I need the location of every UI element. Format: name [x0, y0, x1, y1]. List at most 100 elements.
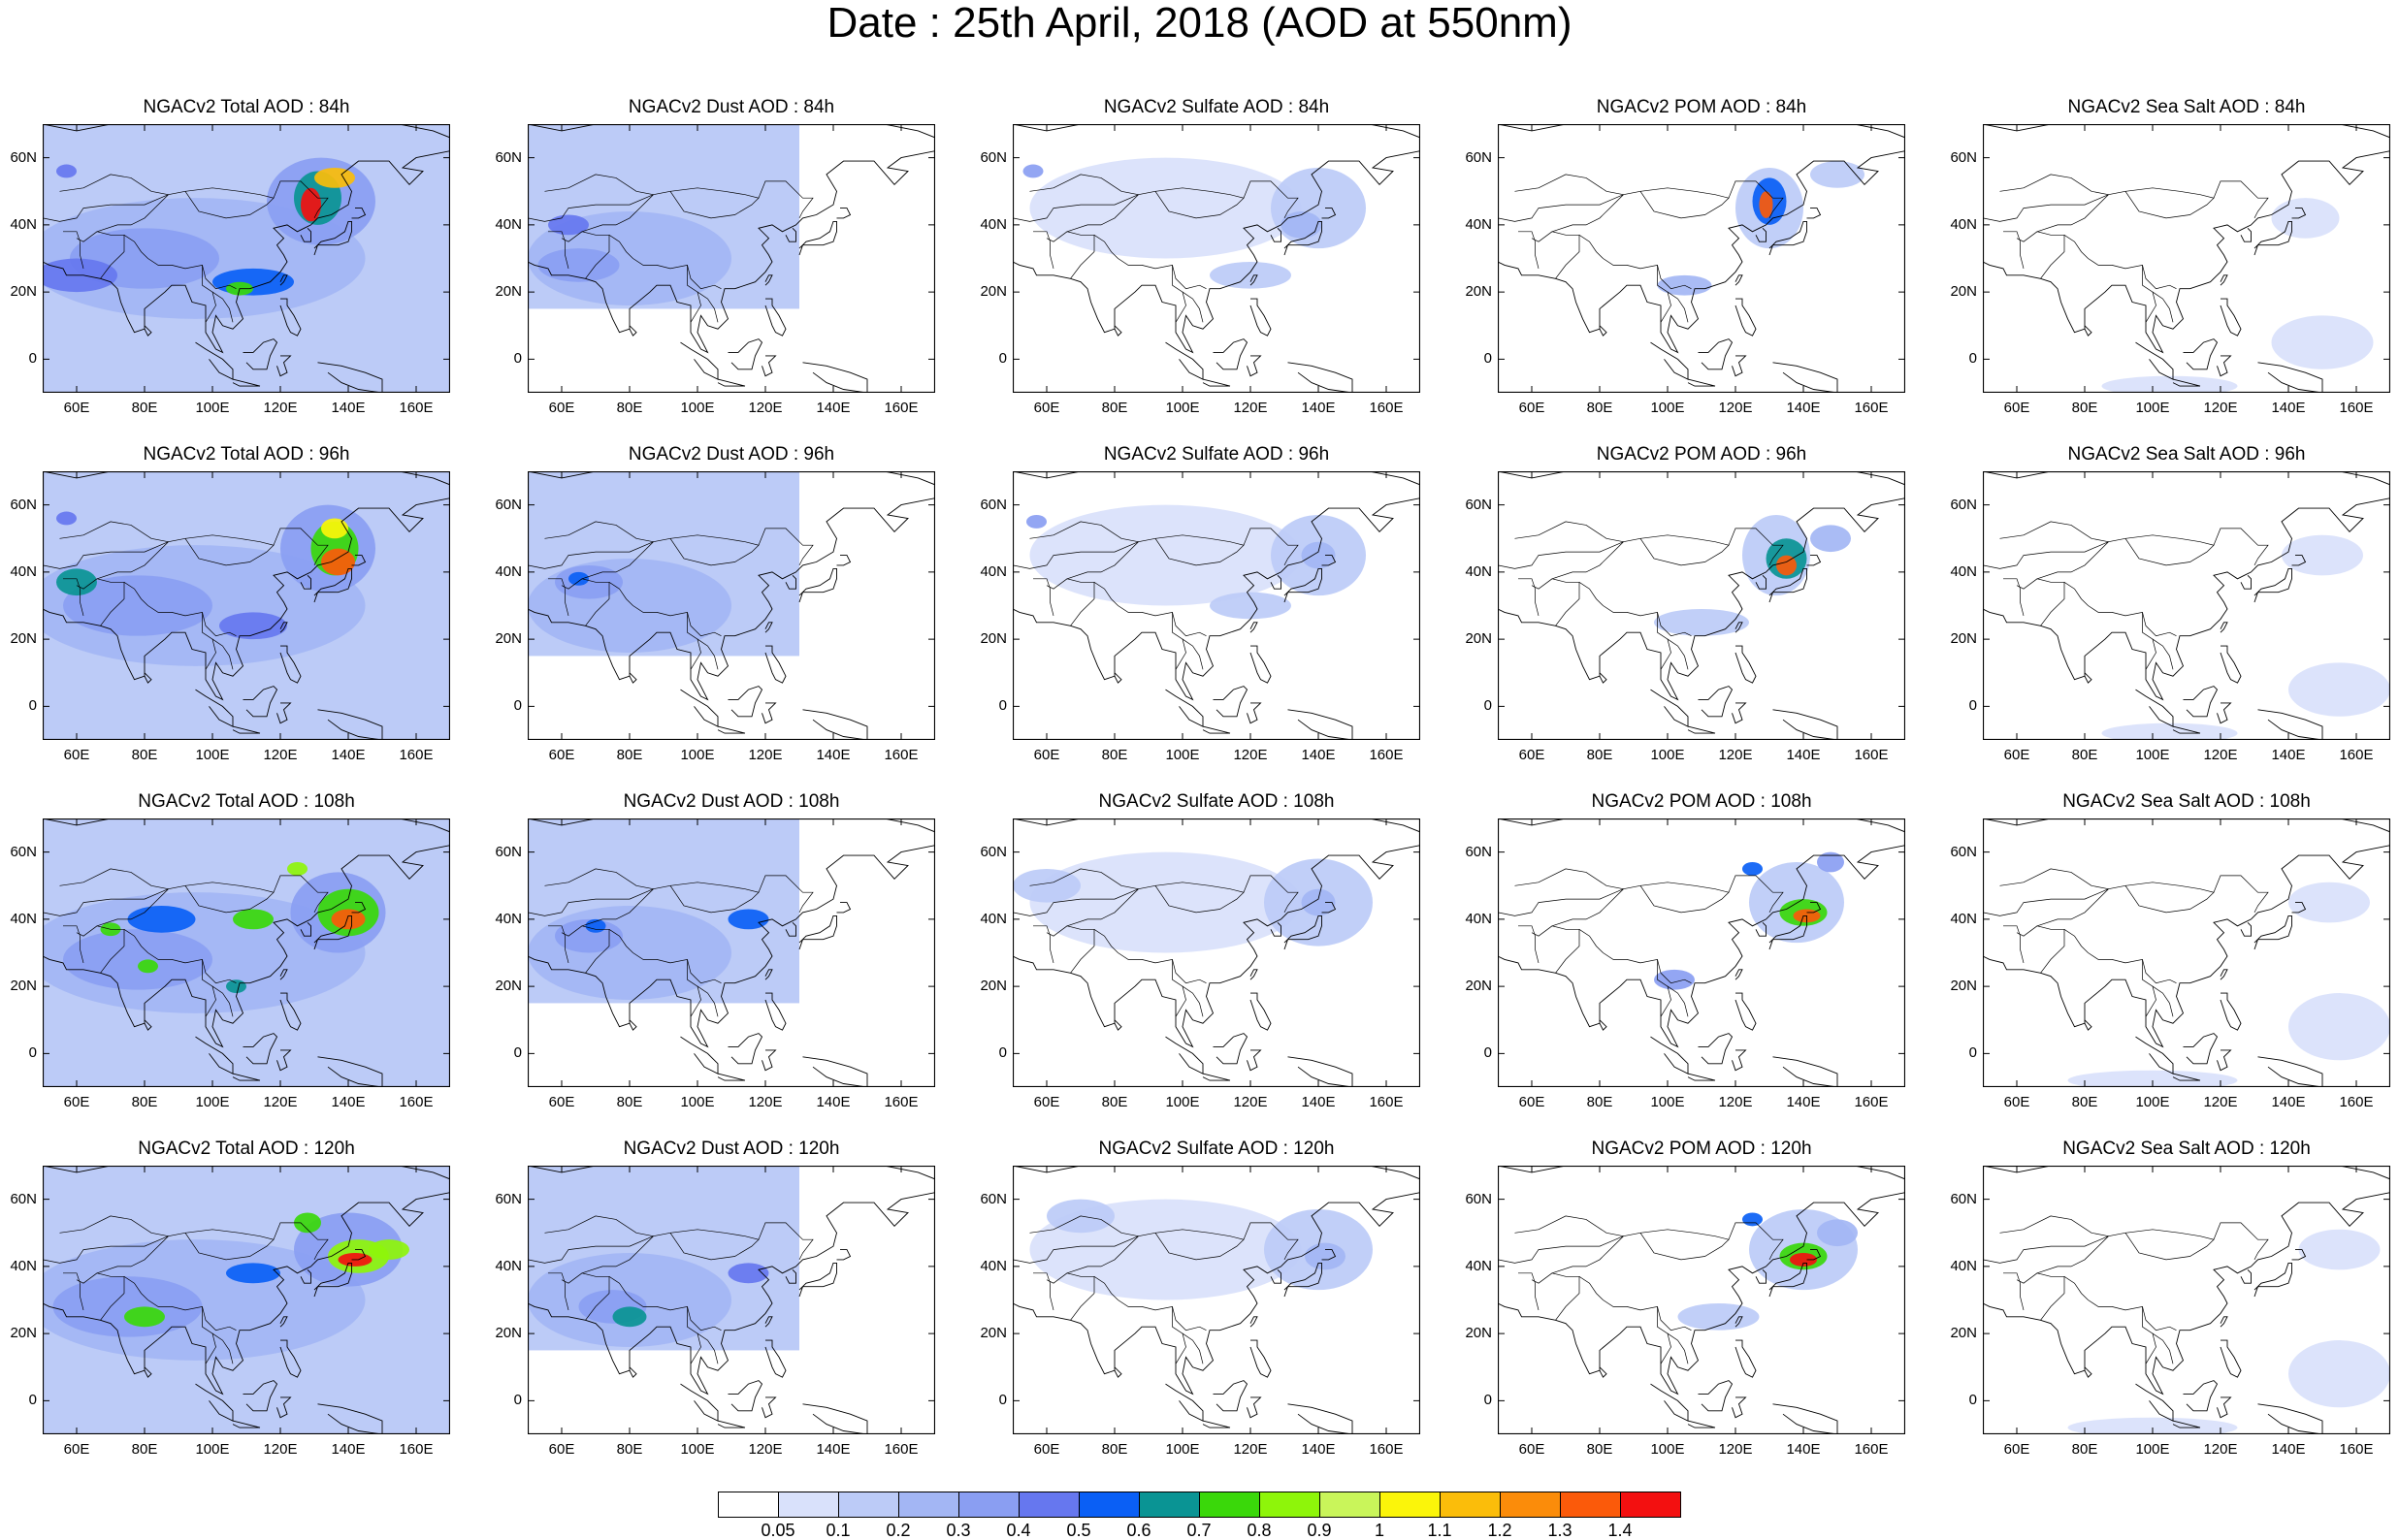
country-border — [1518, 1272, 1540, 1310]
country-border — [2003, 231, 2025, 269]
coastline — [1650, 1036, 1689, 1075]
lon-tick-label: 100E — [680, 400, 715, 416]
coastline — [2220, 298, 2242, 337]
map-panel-total — [43, 818, 450, 1087]
panel-title: NGACv2 Total AOD : 84h — [143, 97, 350, 117]
lon-tick-label: 60E — [63, 400, 90, 416]
lat-tick-label: 20N — [10, 630, 37, 648]
coastline — [1213, 1380, 1248, 1412]
coastline — [2172, 1420, 2201, 1428]
aod-field — [1983, 818, 2390, 1087]
lon-tick-label: 140E — [2271, 1441, 2306, 1458]
coastline — [313, 220, 352, 256]
coastline — [1247, 355, 1262, 377]
coastline — [2183, 686, 2219, 718]
country-border — [1029, 868, 1139, 890]
lon-tick-label: 60E — [2003, 1441, 2030, 1458]
coastline — [2253, 567, 2292, 603]
lon-tick-label: 60E — [63, 747, 90, 763]
country-border — [1172, 959, 1186, 1017]
lon-tick-label: 160E — [2339, 1094, 2374, 1110]
country-border — [43, 1235, 169, 1264]
colorbar-label: 0.7 — [1186, 1521, 1212, 1540]
lat-tick-label: 40N — [10, 1257, 37, 1274]
coastline — [528, 845, 935, 1048]
aod-field — [1498, 124, 1905, 393]
aod-plume — [2282, 534, 2363, 576]
lon-tick-label: 80E — [2071, 400, 2098, 416]
coastline — [2172, 1073, 2201, 1081]
map-frame — [1013, 471, 1420, 740]
coastline — [1249, 1316, 1258, 1328]
country-border — [1657, 959, 1671, 1017]
coastline — [2183, 1033, 2219, 1065]
lon-tick-label: 160E — [884, 747, 919, 763]
country-border — [669, 538, 760, 566]
coastline — [1213, 1033, 1248, 1065]
aod-plume — [2288, 662, 2390, 717]
coastline — [1599, 1366, 1607, 1378]
coastline — [1498, 497, 1905, 701]
colorbar-box — [1620, 1492, 1681, 1518]
coastline — [243, 338, 278, 370]
country-border — [544, 521, 654, 543]
aod-plume — [331, 909, 366, 930]
aod-plume — [2271, 198, 2340, 239]
lon-tick-label: 80E — [616, 1441, 643, 1458]
aod-plume — [1817, 1219, 1858, 1247]
country-border — [2040, 1276, 2065, 1321]
coastline — [1287, 1403, 1353, 1434]
coastline — [2240, 1268, 2252, 1284]
country-border — [1639, 191, 1730, 219]
coastline — [1755, 1268, 1767, 1284]
coastline — [1249, 1339, 1272, 1378]
country-border — [1070, 582, 1095, 626]
coastline — [528, 471, 935, 486]
map-frame — [1983, 818, 2390, 1087]
lat-tick-label: 40N — [980, 910, 1007, 927]
country-border — [1555, 1276, 1580, 1321]
lon-tick-label: 140E — [1786, 400, 1821, 416]
lat-tick-label: 20N — [1465, 978, 1492, 995]
coastline — [1249, 274, 1258, 286]
coastline — [1283, 567, 1322, 603]
coastline — [802, 1056, 868, 1087]
country-border — [1046, 1272, 1207, 1331]
panel-title: NGACv2 Total AOD : 96h — [143, 444, 350, 465]
aod-field — [43, 124, 450, 393]
lon-tick-label: 100E — [2135, 400, 2170, 416]
lon-tick-label: 60E — [1518, 400, 1545, 416]
colorbar-label: 0.05 — [761, 1521, 795, 1540]
country-border — [59, 868, 169, 890]
lon-tick-label: 80E — [131, 747, 158, 763]
aod-plume — [728, 909, 769, 930]
lon-tick-label: 80E — [2071, 747, 2098, 763]
panel-title: NGACv2 POM AOD : 96h — [1596, 444, 1807, 465]
aod-plume — [612, 1306, 647, 1328]
colorbar-label: 1.3 — [1547, 1521, 1572, 1540]
coastline — [1687, 378, 1716, 387]
map-panel-pom — [1498, 818, 1905, 1087]
coastline — [798, 1262, 837, 1298]
lat-tick-label: 60N — [980, 148, 1007, 166]
coastline — [728, 338, 763, 370]
lat-tick-label: 0 — [1968, 350, 1977, 368]
country-border — [1999, 868, 2109, 890]
country-border — [561, 578, 722, 637]
lat-tick-label: 40N — [980, 215, 1007, 233]
country-border — [1983, 541, 2109, 569]
lon-tick-label: 120E — [1718, 747, 1753, 763]
aod-plume — [2067, 1417, 2238, 1434]
country-border — [2124, 1233, 2215, 1261]
map-frame — [528, 471, 935, 740]
lon-tick-label: 60E — [1033, 400, 1060, 416]
coastline — [1755, 574, 1767, 590]
country-border — [76, 578, 237, 637]
coastline — [1013, 845, 1420, 1048]
lon-tick-label: 80E — [1101, 1094, 1128, 1110]
map-frame — [528, 124, 935, 393]
map-frame — [1013, 1166, 1420, 1434]
coastline — [1983, 150, 2390, 354]
coastline — [1772, 1056, 1838, 1087]
coastline — [351, 902, 367, 914]
